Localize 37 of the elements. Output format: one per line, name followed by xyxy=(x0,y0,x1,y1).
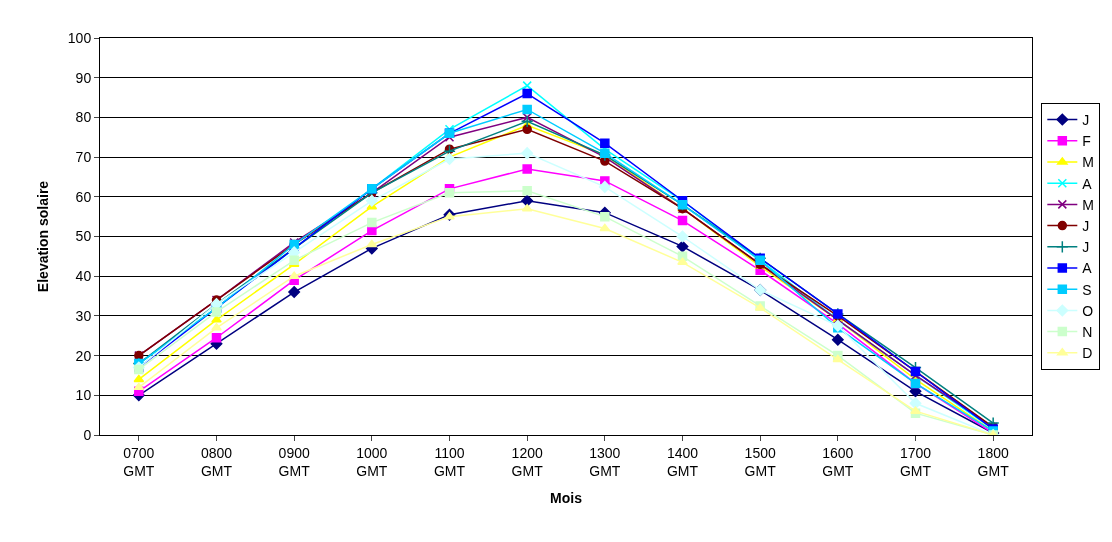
x-tick-label: 1400 GMT xyxy=(666,444,699,479)
x-tick-label: 0700 GMT xyxy=(123,444,155,479)
legend-label: M xyxy=(1082,196,1094,213)
x-tick-label: 1300 GMT xyxy=(589,444,621,479)
y-tick-label: 100 xyxy=(67,29,92,46)
x-tick-label: 1500 GMT xyxy=(744,444,777,479)
x-tick-label: 0800 GMT xyxy=(200,444,233,479)
legend-label: D xyxy=(1082,345,1093,362)
legend-label: J xyxy=(1082,112,1090,129)
x-tick-label: 1200 GMT xyxy=(511,444,544,479)
x-tick-label: 0900 GMT xyxy=(278,444,311,479)
legend-label: A xyxy=(1082,175,1093,192)
y-tick-label: 0 xyxy=(83,426,92,443)
legend-label: M xyxy=(1082,154,1094,171)
legend-label: F xyxy=(1082,133,1091,150)
legend-label: J xyxy=(1082,239,1090,256)
x-tick-label: 1100 GMT xyxy=(433,444,466,479)
y-axis-title: Elevation solaire xyxy=(35,180,52,293)
legend-label: J xyxy=(1082,218,1090,235)
y-tick-label: 90 xyxy=(75,69,92,86)
y-tick-label: 70 xyxy=(75,149,92,165)
legend-label: N xyxy=(1082,324,1093,341)
x-axis-title: Mois xyxy=(550,490,583,507)
legend-label: A xyxy=(1082,260,1093,277)
x-tick-label: 1000 GMT xyxy=(356,444,388,479)
x-tick-label: 1600 GMT xyxy=(822,444,854,479)
y-tick-label: 80 xyxy=(75,109,92,126)
x-tick-label: 1800 GMT xyxy=(977,444,1010,479)
y-tick-label: 30 xyxy=(75,307,92,324)
y-tick-label: 10 xyxy=(75,387,92,404)
y-tick-label: 40 xyxy=(75,268,92,285)
y-tick-label: 50 xyxy=(75,228,92,245)
legend-label: S xyxy=(1082,281,1092,298)
y-tick-label: 20 xyxy=(75,347,92,364)
x-tick-label: 1700 GMT xyxy=(899,444,932,479)
legend-label: O xyxy=(1082,302,1094,319)
y-tick-label: 60 xyxy=(75,188,92,205)
